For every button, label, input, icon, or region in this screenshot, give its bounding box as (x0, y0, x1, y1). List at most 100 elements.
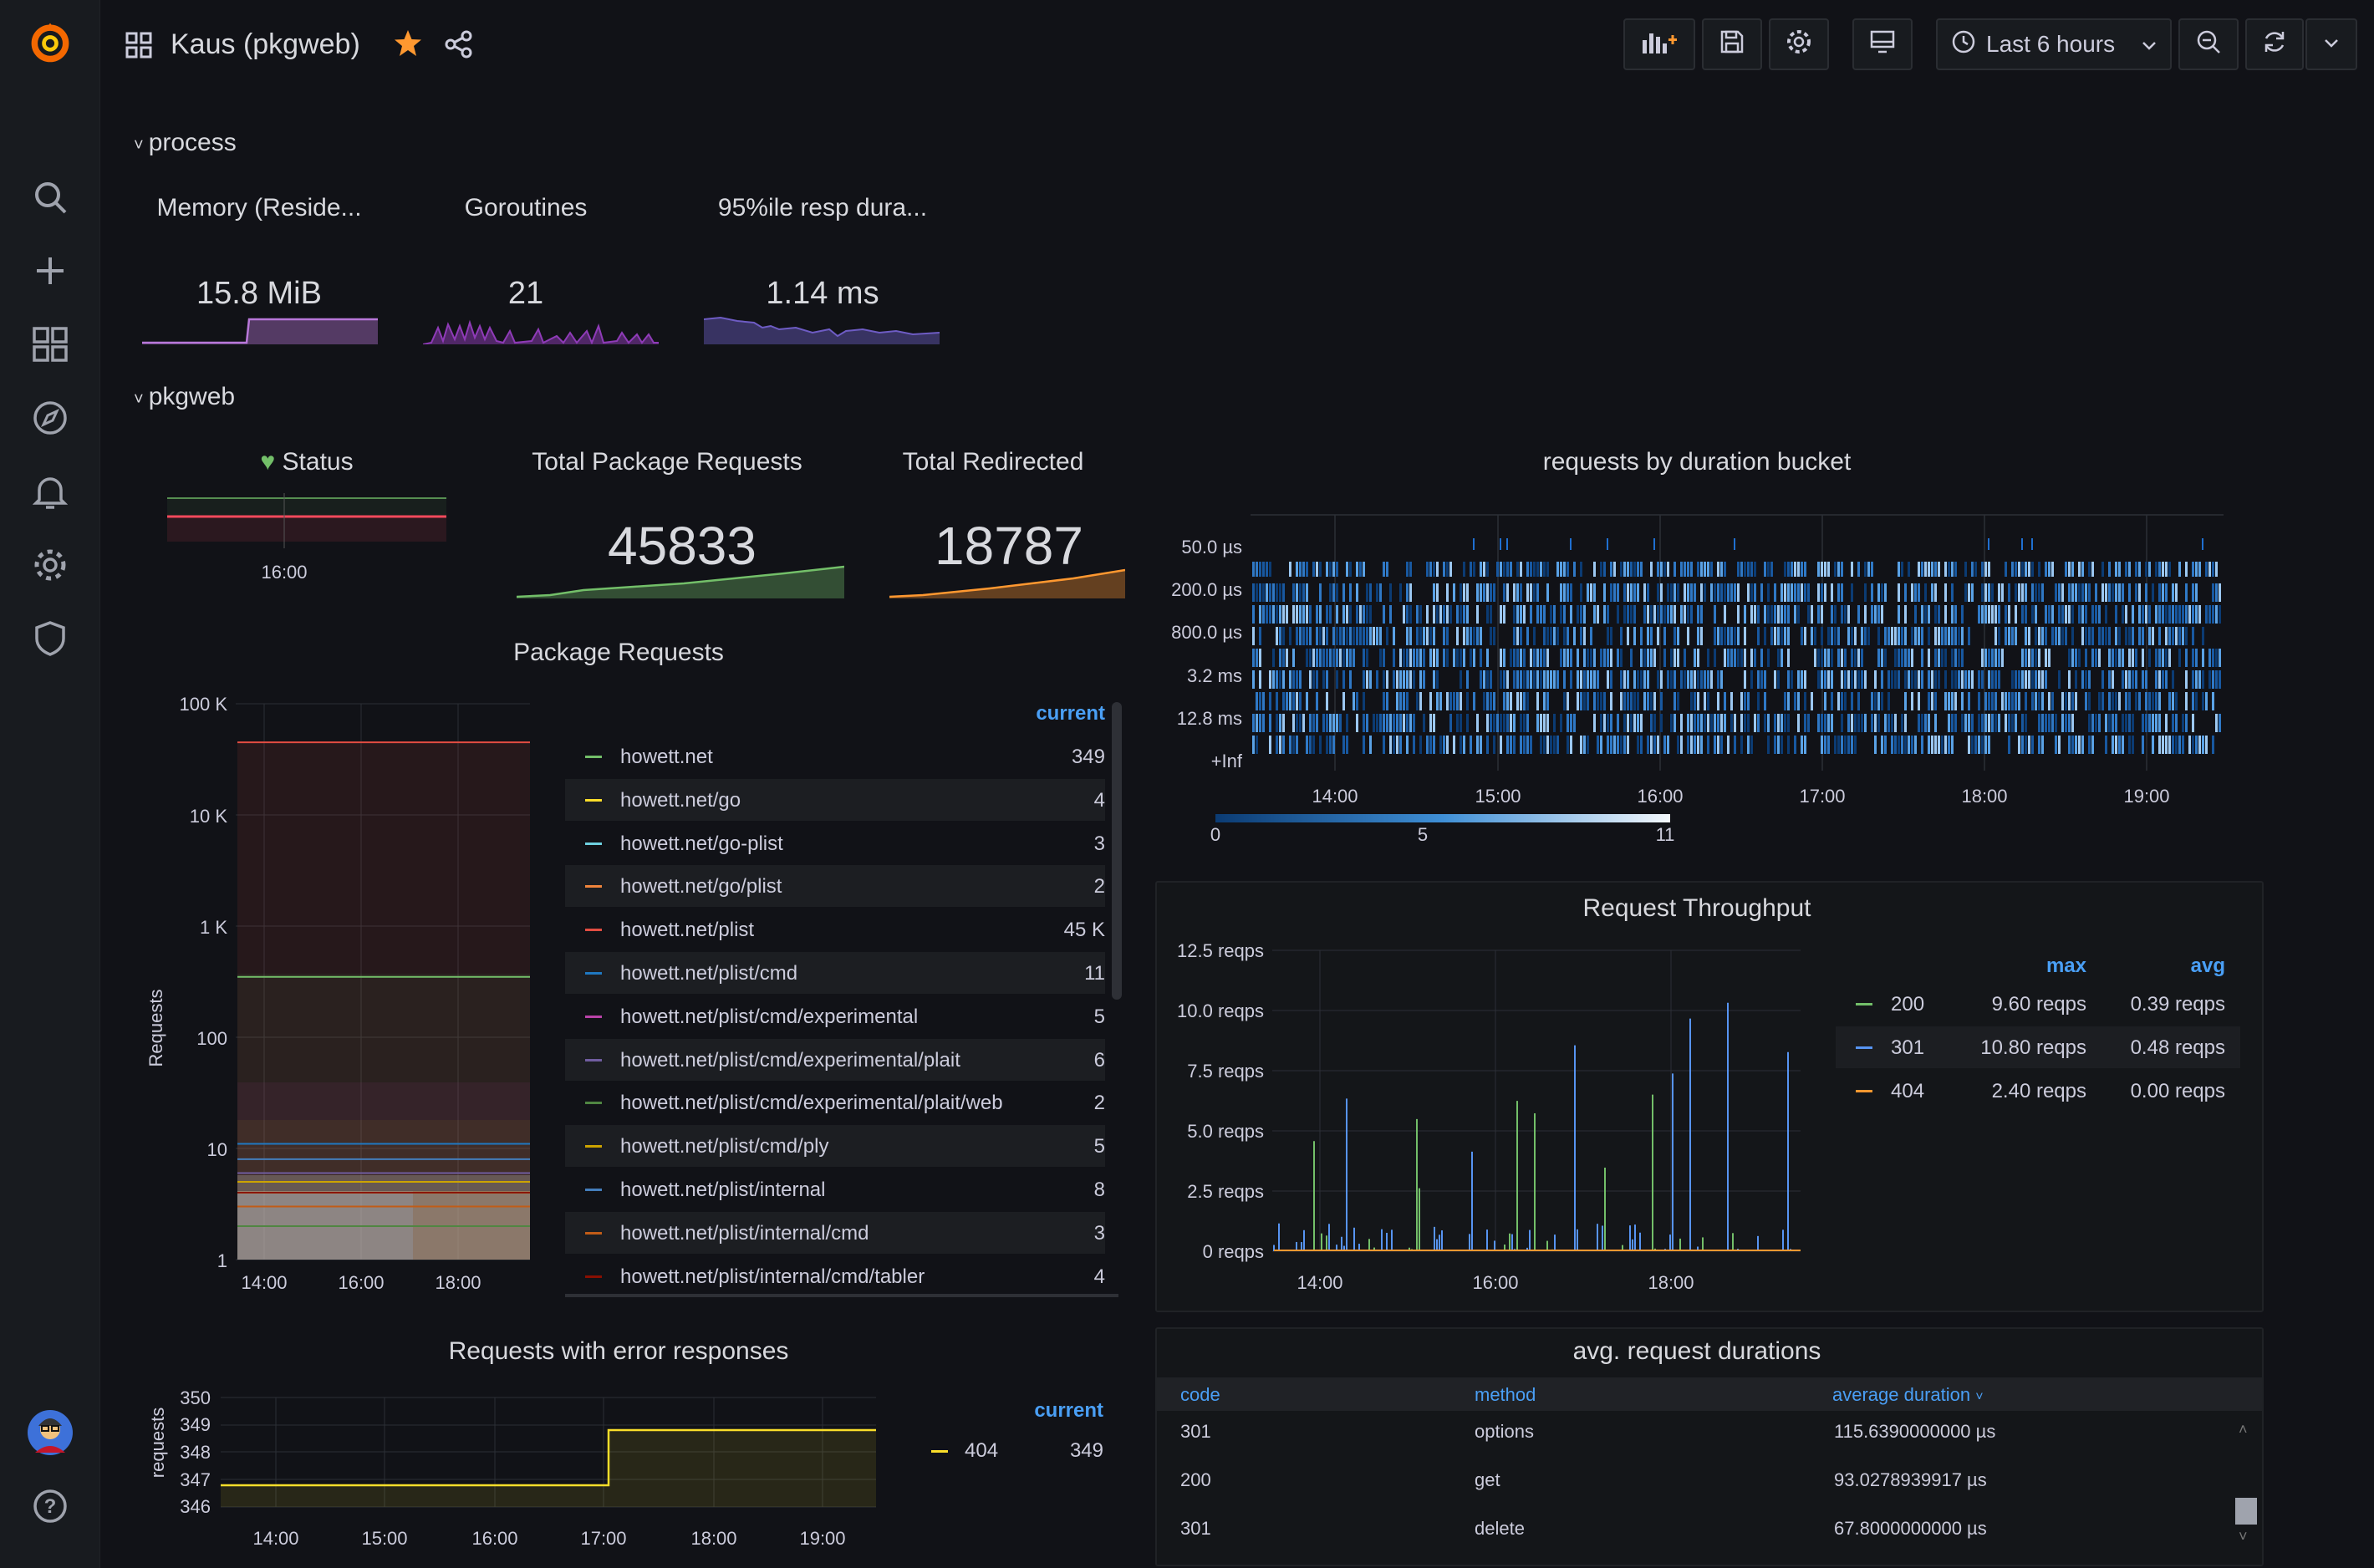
legend-item[interactable]: 301 10.80 reqps 0.48 reqps (1836, 1026, 2240, 1068)
heatmap-cell (2061, 583, 2064, 602)
row-process[interactable]: ˅ process (134, 129, 237, 157)
legend-scrollbar[interactable] (1112, 702, 1122, 1000)
legend-header-current[interactable]: current (1036, 702, 1105, 725)
stat-goroutines-title[interactable]: Goroutines (464, 194, 588, 221)
refresh-interval-dropdown[interactable] (2305, 18, 2357, 70)
heatmap-cell (1316, 692, 1318, 710)
heatmap-cell (1834, 627, 1837, 645)
help-icon[interactable]: ? (27, 1483, 74, 1530)
time-range-picker[interactable]: Last 6 hours (1936, 18, 2172, 70)
durations-title[interactable]: avg. request durations (1572, 1337, 1821, 1365)
error-legend-header[interactable]: current (1034, 1399, 1103, 1422)
heatmap-cell (2158, 605, 2161, 624)
grafana-logo-icon[interactable] (27, 18, 74, 65)
table-row[interactable]: 200 get 93.0278939917 µs (1157, 1463, 2227, 1504)
save-dashboard-button[interactable] (1702, 18, 1762, 70)
legend-item[interactable]: howett.net/plist 45 K (565, 909, 1105, 950)
search-icon[interactable] (27, 174, 74, 221)
stat-resp-duration-title[interactable]: 95%ile resp dura... (717, 194, 928, 221)
column-header-method[interactable]: method (1475, 1384, 1536, 1405)
legend-item[interactable]: howett.net/plist/internal/cmd/tabler 4 (565, 1255, 1105, 1297)
legend-item[interactable]: howett.net/go-plist 3 (565, 822, 1105, 864)
table-row[interactable]: 301 options 115.6390000000 µs (1157, 1414, 2227, 1456)
package-requests-title[interactable]: Package Requests (513, 639, 724, 666)
scrollbar-thumb[interactable] (2235, 1498, 2257, 1525)
heatmap-cell (1817, 583, 1820, 602)
heatmap-cell (1610, 692, 1612, 710)
cell-average-duration: 93.0278939917 µs (1834, 1469, 1987, 1490)
heatmap-cell (1908, 562, 1910, 577)
heatmap-cell (1687, 605, 1689, 624)
throughput-title[interactable]: Request Throughput (1582, 894, 1811, 922)
legend-item[interactable]: 404 2.40 reqps 0.00 reqps (1836, 1070, 2240, 1112)
legend-item[interactable]: howett.net/plist/cmd/experimental/plait … (565, 1038, 1105, 1081)
heatmap-cell (1797, 692, 1800, 710)
heatmap-cell (1968, 670, 1970, 689)
heatmap-cell (1984, 692, 1987, 710)
heatmap-cell (1393, 670, 1395, 689)
heatmap-cell (1697, 670, 1699, 689)
legend-item[interactable]: howett.net/plist/cmd/ply 5 (565, 1125, 1105, 1168)
heatmap-cell (2198, 562, 2201, 577)
shield-icon[interactable] (27, 615, 74, 662)
heatmap-cell (2048, 714, 2051, 732)
heatmap-cell (1714, 605, 1716, 624)
stat-memory-title[interactable]: Memory (Reside... (156, 194, 362, 221)
legend-item[interactable]: howett.net/go 4 (565, 778, 1105, 821)
heatmap-cell (1784, 692, 1786, 710)
heatmap-cell (1593, 714, 1596, 732)
heatmap-cell (2011, 627, 2014, 645)
legend-item[interactable]: howett.net/plist/internal 8 (565, 1168, 1105, 1210)
heatmap-cell (1857, 692, 1860, 710)
heatmap-cell (1851, 692, 1853, 710)
chevron-down-icon[interactable]: ˅ (2239, 1528, 2248, 1545)
bell-icon[interactable] (27, 468, 74, 515)
table-row[interactable]: 301 delete 67.8000000000 µs (1157, 1511, 2227, 1553)
avatar[interactable] (27, 1409, 74, 1456)
legend-item[interactable]: howett.net/plist/cmd/experimental 5 (565, 995, 1105, 1037)
legend-item[interactable]: howett.net 349 (565, 736, 1105, 777)
chevron-down-icon: ˅ (134, 390, 144, 409)
add-panel-button[interactable] (1623, 18, 1695, 70)
error-responses-title[interactable]: Requests with error responses (448, 1337, 789, 1365)
error-legend-name[interactable]: 404 (965, 1439, 999, 1462)
heatmap-cell (2038, 714, 2040, 732)
heatmap-cell (2088, 692, 2091, 710)
refresh-button[interactable] (2245, 18, 2304, 70)
row-pkgweb[interactable]: ˅ pkgweb (134, 383, 235, 411)
heatmap-cell (1292, 583, 1295, 602)
chevron-up-icon[interactable]: ˄ (2239, 1421, 2248, 1438)
heatmap-cell (1342, 627, 1345, 645)
dashboard-settings-button[interactable] (1769, 18, 1829, 70)
heatmap-cell (2025, 649, 2027, 667)
legend-header-max[interactable]: max (2045, 955, 2086, 977)
legend-item[interactable]: howett.net/plist/cmd/experimental/plait/… (565, 1082, 1105, 1123)
dashboard-title[interactable]: Kaus (pkgweb) (171, 28, 360, 60)
status-panel-title[interactable]: ♥ Status (167, 448, 446, 476)
star-icon[interactable] (393, 28, 423, 63)
table-scrollbar[interactable]: ˄ ˅ (2234, 1421, 2257, 1555)
cycle-view-mode-button[interactable] (1852, 18, 1913, 70)
heatmap-cell (2165, 627, 2168, 645)
legend-item[interactable]: howett.net/go/plist 2 (565, 865, 1105, 908)
heatmap-title[interactable]: requests by duration bucket (1542, 448, 1852, 476)
legend-item[interactable]: howett.net/plist/cmd 11 (565, 952, 1105, 994)
heatmap-cell (1804, 562, 1806, 577)
heatmap-cell (1650, 627, 1653, 645)
column-header-code[interactable]: code (1180, 1384, 1220, 1405)
zoom-out-button[interactable] (2178, 18, 2239, 70)
plus-icon[interactable] (27, 247, 74, 294)
heatmap-cell (1827, 627, 1830, 645)
legend-header-avg[interactable]: avg (2190, 955, 2225, 977)
gear-icon[interactable] (27, 542, 74, 588)
heatmap-cell (1533, 627, 1536, 645)
total-redirected-title[interactable]: Total Redirected (902, 448, 1084, 476)
compass-icon[interactable] (27, 395, 74, 441)
heatmap-cell (1282, 692, 1285, 710)
legend-item[interactable]: howett.net/plist/internal/cmd 3 (565, 1211, 1105, 1254)
share-icon[interactable] (445, 30, 473, 63)
legend-item[interactable]: 200 9.60 reqps 0.39 reqps (1836, 983, 2240, 1025)
column-header-average-duration[interactable]: average duration ˅ (1832, 1384, 1984, 1406)
dashboards-icon[interactable] (27, 321, 74, 368)
total-requests-title[interactable]: Total Package Requests (532, 448, 802, 476)
